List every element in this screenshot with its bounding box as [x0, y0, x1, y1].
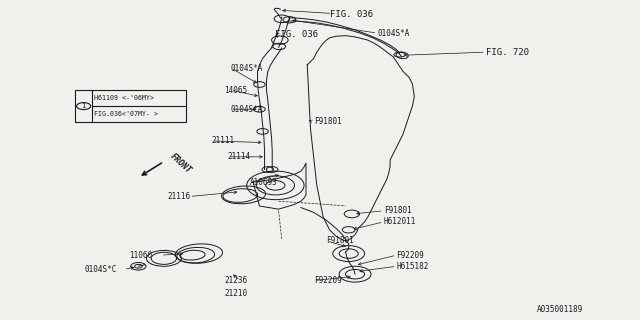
Text: 21116: 21116 — [167, 192, 190, 201]
Text: F91801: F91801 — [314, 117, 341, 126]
Text: 21210: 21210 — [225, 289, 248, 298]
Text: 21111: 21111 — [212, 136, 235, 146]
Text: 0104S*C: 0104S*C — [84, 265, 116, 274]
Text: H615182: H615182 — [396, 262, 429, 271]
Text: FIG. 036: FIG. 036 — [330, 10, 372, 19]
Text: 11060: 11060 — [129, 251, 152, 260]
Text: FRONT: FRONT — [168, 151, 193, 175]
Text: 14065: 14065 — [225, 86, 248, 95]
Text: F92209: F92209 — [314, 276, 341, 285]
Text: FIG. 720: FIG. 720 — [486, 48, 529, 57]
Text: 21236: 21236 — [225, 276, 248, 285]
Text: A10693: A10693 — [250, 178, 278, 187]
Text: F91801: F91801 — [326, 236, 354, 245]
Text: A035001189: A035001189 — [537, 305, 583, 314]
Text: H612011: H612011 — [384, 217, 416, 226]
Bar — [75, 90, 186, 122]
Text: 21114: 21114 — [228, 152, 251, 161]
Text: 1: 1 — [81, 103, 86, 109]
Text: 0104S*A: 0104S*A — [378, 28, 410, 38]
Text: FIG. 036: FIG. 036 — [275, 30, 318, 39]
Text: F92209: F92209 — [396, 251, 424, 260]
Text: 0104S*A: 0104S*A — [231, 63, 263, 73]
Text: 0104S*A: 0104S*A — [231, 105, 263, 114]
Text: FIG.036<'07MY- >: FIG.036<'07MY- > — [95, 111, 159, 117]
Text: F91801: F91801 — [384, 206, 412, 215]
Text: H61109 <-'06MY>: H61109 <-'06MY> — [95, 95, 154, 101]
